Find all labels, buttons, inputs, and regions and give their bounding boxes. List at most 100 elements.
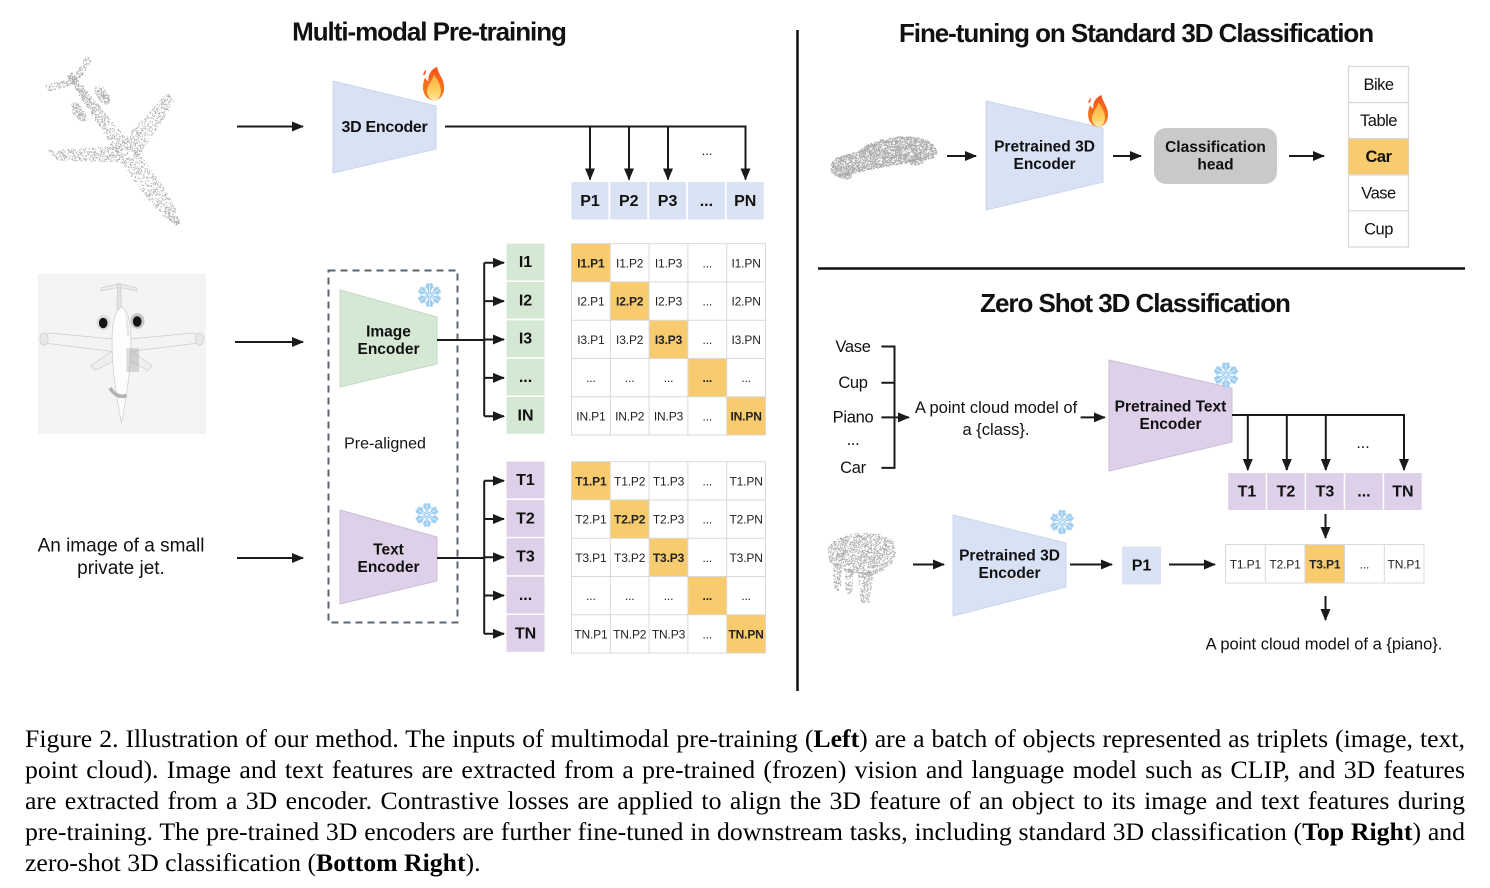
svg-text:TN.P1: TN.P1 <box>1388 557 1422 571</box>
svg-text:Multi-modal Pre-training: Multi-modal Pre-training <box>292 17 566 47</box>
svg-text:T3.P1: T3.P1 <box>575 551 607 565</box>
svg-text:Encoder: Encoder <box>1139 416 1201 433</box>
svg-text:T2.P1: T2.P1 <box>575 513 607 527</box>
svg-text:T2: T2 <box>516 510 535 527</box>
svg-text:I3.P2: I3.P2 <box>616 333 644 347</box>
svg-text:Zero Shot 3D Classification: Zero Shot 3D Classification <box>980 288 1290 318</box>
svg-text:I2.P3: I2.P3 <box>655 295 683 309</box>
svg-text:TN: TN <box>1392 484 1413 501</box>
svg-text:IN.PN: IN.PN <box>730 409 761 423</box>
svg-text:...: ... <box>703 513 713 527</box>
svg-text:Encoder: Encoder <box>357 341 419 358</box>
svg-text:PN: PN <box>734 193 756 210</box>
svg-text:I2.PN: I2.PN <box>731 295 760 309</box>
svg-text:Vase: Vase <box>1361 184 1396 202</box>
svg-text:...: ... <box>625 589 635 603</box>
svg-text:I2.P1: I2.P1 <box>577 295 605 309</box>
svg-text:T1.P1: T1.P1 <box>1230 557 1262 571</box>
svg-text:P1: P1 <box>580 193 600 210</box>
svg-text:T3.P1: T3.P1 <box>1309 557 1341 571</box>
svg-text:Encoder: Encoder <box>357 559 419 576</box>
svg-text:T3.P3: T3.P3 <box>653 551 685 565</box>
svg-text:TN.PN: TN.PN <box>728 627 763 641</box>
svg-text:I3.P1: I3.P1 <box>577 333 605 347</box>
svg-text:Vase: Vase <box>835 338 870 356</box>
svg-text:...: ... <box>703 256 713 270</box>
svg-text:...: ... <box>586 589 596 603</box>
svg-text:TN.P2: TN.P2 <box>613 627 647 641</box>
svg-text:T3.PN: T3.PN <box>729 551 762 565</box>
svg-text:...: ... <box>1360 557 1370 571</box>
svg-text:T2: T2 <box>1277 484 1296 501</box>
svg-text:...: ... <box>519 369 532 386</box>
svg-text:Text: Text <box>373 542 404 559</box>
svg-text:Car: Car <box>840 459 866 477</box>
svg-text:...: ... <box>702 143 713 158</box>
svg-text:Pre-aligned: Pre-aligned <box>344 436 426 453</box>
svg-text:...: ... <box>700 193 713 210</box>
svg-text:I1.P1: I1.P1 <box>577 256 605 270</box>
svg-text:3D Encoder: 3D Encoder <box>342 119 428 136</box>
svg-text:T2.P1: T2.P1 <box>1269 557 1301 571</box>
svg-text:T1.P3: T1.P3 <box>653 474 685 488</box>
svg-text:a {class}.: a {class}. <box>963 421 1030 439</box>
svg-text:I2.P2: I2.P2 <box>616 295 644 309</box>
svg-text:I1.P3: I1.P3 <box>655 256 683 270</box>
svg-text:...: ... <box>703 474 713 488</box>
svg-text:IN.P2: IN.P2 <box>615 409 645 423</box>
svg-text:Table: Table <box>1360 112 1397 130</box>
svg-text:T3.P2: T3.P2 <box>614 551 646 565</box>
svg-text:private jet.: private jet. <box>77 558 165 579</box>
svg-text:Pretrained Text: Pretrained Text <box>1115 399 1227 416</box>
svg-text:P2: P2 <box>619 193 639 210</box>
svg-text:TN.P1: TN.P1 <box>574 627 608 641</box>
svg-text:A point cloud model of: A point cloud model of <box>915 399 1078 417</box>
svg-text:...: ... <box>703 409 713 423</box>
svg-text:A point cloud model of a {pian: A point cloud model of a {piano}. <box>1206 636 1443 654</box>
svg-text:...: ... <box>703 333 713 347</box>
svg-text:I3: I3 <box>519 331 532 348</box>
svg-text:IN.P1: IN.P1 <box>576 409 606 423</box>
svg-text:...: ... <box>664 589 674 603</box>
svg-text:...: ... <box>586 371 596 385</box>
svg-text:T3: T3 <box>516 549 535 566</box>
svg-text:Encoder: Encoder <box>978 565 1040 582</box>
svg-text:Image: Image <box>366 324 411 341</box>
svg-text:TN.P3: TN.P3 <box>652 627 686 641</box>
svg-text:Piano: Piano <box>833 409 874 427</box>
svg-text:T1.PN: T1.PN <box>729 474 762 488</box>
svg-text:...: ... <box>741 589 751 603</box>
svg-text:T1.P2: T1.P2 <box>614 474 646 488</box>
svg-text:T1: T1 <box>516 472 535 489</box>
svg-text:I3.P3: I3.P3 <box>655 333 683 347</box>
svg-text:Pretrained 3D: Pretrained 3D <box>994 139 1095 156</box>
svg-text:P3: P3 <box>658 193 678 210</box>
svg-text:I1: I1 <box>519 254 532 271</box>
svg-text:I1.PN: I1.PN <box>731 256 760 270</box>
svg-text:T2.PN: T2.PN <box>729 513 762 527</box>
svg-text:...: ... <box>1357 484 1370 501</box>
svg-text:Classification: Classification <box>1165 139 1266 156</box>
svg-text:...: ... <box>703 371 713 385</box>
svg-text:...: ... <box>741 371 751 385</box>
svg-text:Cup: Cup <box>838 374 867 392</box>
svg-text:T2.P2: T2.P2 <box>614 513 646 527</box>
svg-text:...: ... <box>703 295 713 309</box>
svg-text:...: ... <box>664 371 674 385</box>
svg-text:...: ... <box>847 431 860 449</box>
svg-text:IN.P3: IN.P3 <box>654 409 684 423</box>
svg-text:I1.P2: I1.P2 <box>616 256 644 270</box>
svg-text:...: ... <box>625 371 635 385</box>
svg-text:Car: Car <box>1365 148 1392 166</box>
svg-text:P1: P1 <box>1132 558 1152 575</box>
svg-text:...: ... <box>1356 435 1369 452</box>
svg-text:IN: IN <box>518 407 534 424</box>
svg-text:TN: TN <box>515 625 536 642</box>
svg-text:Bike: Bike <box>1363 76 1393 94</box>
svg-text:...: ... <box>703 551 713 565</box>
svg-text:Pretrained 3D: Pretrained 3D <box>959 548 1060 565</box>
svg-text:An image of a small: An image of a small <box>38 536 205 557</box>
svg-text:I2: I2 <box>519 292 532 309</box>
svg-text:T3: T3 <box>1316 484 1335 501</box>
svg-text:T1: T1 <box>1238 484 1257 501</box>
